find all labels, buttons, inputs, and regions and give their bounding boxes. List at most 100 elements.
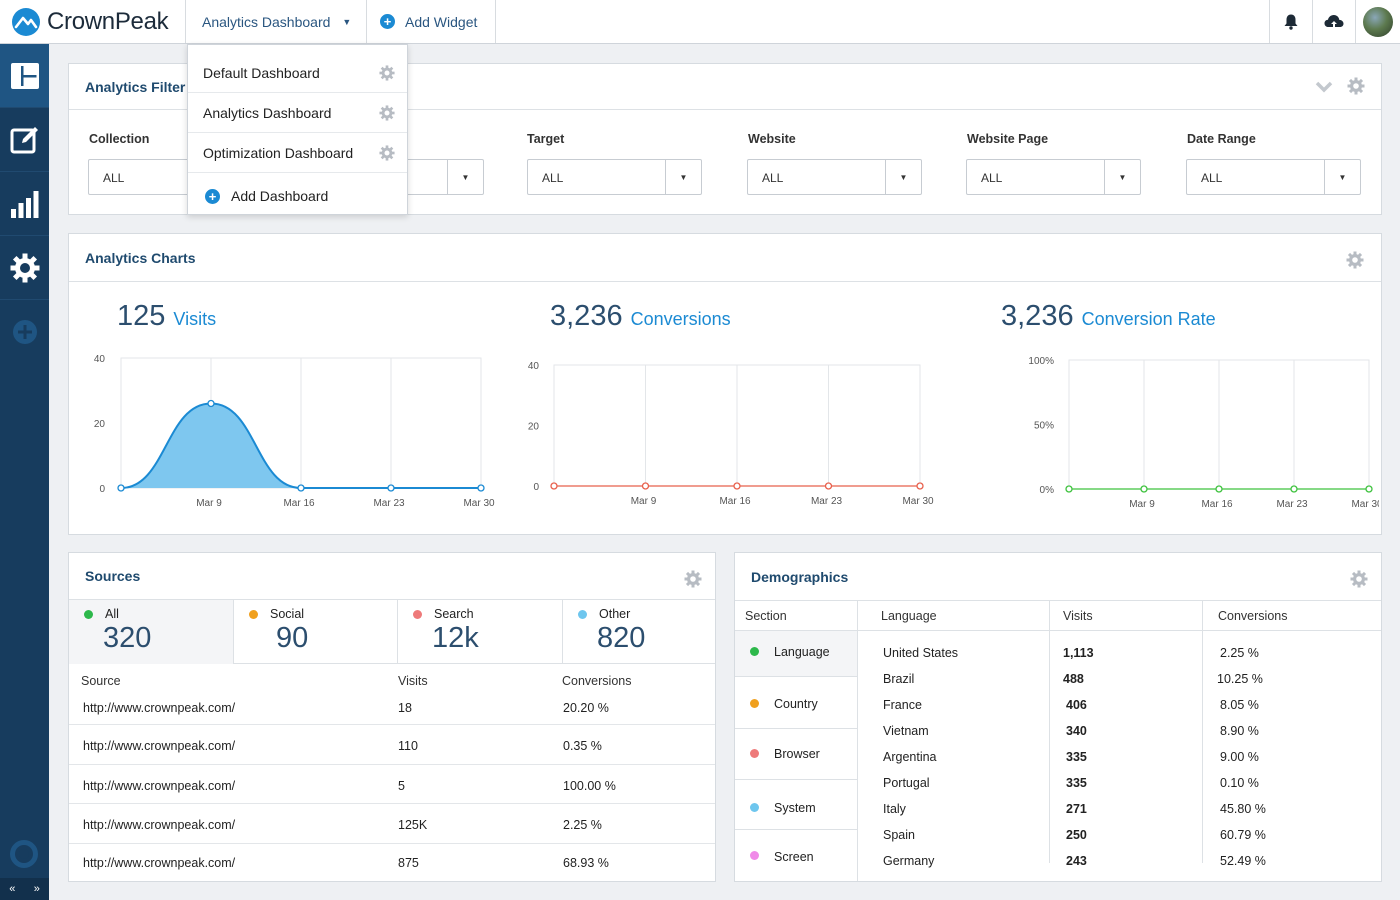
website-page-select[interactable]: ALL ▼ [966,159,1141,195]
visits-cell: 1,113 [1063,646,1094,660]
conversions-cell: 8.05 % [1220,698,1259,712]
table-row[interactable]: France 406 8.05 % [858,693,1381,719]
visits-cell: 875 [398,856,419,870]
visits-cell: 271 [1066,802,1087,816]
menu-item-default-dashboard[interactable]: Default Dashboard [188,53,407,93]
user-avatar-button[interactable] [1355,0,1400,43]
sidebar-item-settings[interactable] [0,236,49,300]
table-row[interactable]: http://www.crownpeak.com/ 110 0.35 % [69,725,715,765]
website-select[interactable]: ALL ▼ [747,159,922,195]
conversions-cell: 10.25 % [1217,672,1263,686]
x-tick-label: Mar 9 [1129,499,1155,510]
help-button[interactable] [10,840,38,871]
column-header-visits[interactable]: Visits [398,674,428,688]
menu-item-analytics-dashboard[interactable]: Analytics Dashboard [188,93,407,133]
date-range-select[interactable]: ALL ▼ [1186,159,1361,195]
x-tick-label: Mar 23 [1276,499,1308,510]
language-cell: Vietnam [883,724,929,738]
y-tick-label: 0% [1040,485,1055,496]
menu-item-optimization-dashboard[interactable]: Optimization Dashboard [188,133,407,173]
table-row[interactable]: http://www.crownpeak.com/ 875 68.93 % [69,844,715,881]
visits-cell: 18 [398,701,412,715]
sidebar-item-dashboard[interactable] [0,44,49,108]
table-row[interactable]: http://www.crownpeak.com/ 125K 2.25 % [69,804,715,844]
sidebar-item-edit[interactable] [0,108,49,172]
gear-icon[interactable] [1346,251,1364,269]
section-language[interactable]: Language [735,631,857,677]
caret-down-icon: ▼ [665,160,701,194]
table-row[interactable]: Vietnam 340 8.90 % [858,719,1381,745]
conversions-metric: 3,236 Conversions [550,300,731,333]
table-row[interactable]: Brazil 488 10.25 % [858,667,1381,693]
section-system[interactable]: System [735,780,857,830]
gear-icon[interactable] [1347,77,1365,95]
gear-icon[interactable] [379,65,395,81]
gear-icon[interactable] [1350,570,1368,588]
source-cell[interactable]: http://www.crownpeak.com/ [83,701,236,715]
language-cell: Germany [883,854,935,868]
sidebar-item-analytics[interactable] [0,172,49,236]
language-cell: Italy [883,802,906,816]
target-select[interactable]: ALL ▼ [527,159,702,195]
tab-search[interactable]: Search 12k [398,600,563,664]
series-area [121,403,481,488]
dashboard-selector-label: Analytics Dashboard [202,13,331,30]
add-dashboard-label: Add Dashboard [231,188,329,204]
sidebar-collapse-bar: « » [0,878,49,900]
collapse-chevron-icon[interactable] [1315,81,1333,93]
table-row[interactable]: Italy 271 45.80 % [858,797,1381,823]
y-tick-label: 20 [528,422,540,433]
add-widget-button[interactable]: + Add Widget [368,0,496,43]
conversions-cell: 68.93 % [563,856,609,870]
add-icon [12,320,37,344]
upload-button[interactable] [1312,0,1355,43]
panel-title: Sources [85,568,141,584]
column-header-conversions[interactable]: Conversions [1218,609,1288,623]
table-row[interactable]: http://www.crownpeak.com/ 18 20.20 % [69,689,715,725]
column-header-visits[interactable]: Visits [1063,609,1093,623]
collapse-left-icon[interactable]: « [9,883,16,895]
notifications-button[interactable] [1269,0,1312,43]
table-row[interactable]: Germany 243 52.49 % [858,849,1381,875]
bell-icon [1284,14,1298,30]
brand-logo[interactable]: CrownPeak [0,0,186,43]
column-header-language[interactable]: Language [881,609,937,623]
status-dot [750,647,759,656]
table-row[interactable]: Argentina 335 9.00 % [858,745,1381,771]
y-tick-label: 40 [94,354,106,365]
gear-icon[interactable] [379,105,395,121]
section-country[interactable]: Country [735,677,857,729]
source-cell[interactable]: http://www.crownpeak.com/ [83,779,236,793]
data-point [117,484,125,492]
tab-label: Other [599,607,631,621]
dashboard-selector[interactable]: Analytics Dashboard ▼ [187,0,367,43]
tab-all[interactable]: All 320 [69,600,234,664]
add-widget-label: Add Widget [405,13,478,30]
table-row[interactable]: Portugal 335 0.10 % [858,771,1381,797]
gear-icon[interactable] [379,145,395,161]
caret-down-icon: ▼ [1104,160,1140,194]
expand-right-icon[interactable]: » [33,883,40,895]
table-row[interactable]: Spain 250 60.79 % [858,823,1381,849]
sidebar-item-add[interactable] [0,300,49,364]
table-row[interactable]: United States 1,113 2.25 % [858,641,1381,667]
metric-label: Visits [173,309,217,329]
table-row[interactable]: http://www.crownpeak.com/ 5 100.00 % [69,765,715,804]
column-header-conversions[interactable]: Conversions [562,674,632,688]
conversions-cell: 0.10 % [1220,776,1259,790]
section-browser[interactable]: Browser [735,729,857,780]
cloud-upload-icon [1324,14,1344,30]
gear-icon[interactable] [684,570,702,588]
visits-cell: 243 [1066,854,1087,868]
tab-label: Social [270,607,305,621]
source-cell[interactable]: http://www.crownpeak.com/ [83,856,236,870]
language-cell: Spain [883,828,915,842]
source-cell[interactable]: http://www.crownpeak.com/ [83,739,236,753]
source-cell[interactable]: http://www.crownpeak.com/ [83,818,236,832]
y-tick-label: 40 [528,361,540,372]
tab-other[interactable]: Other 820 [563,600,715,664]
column-header-source[interactable]: Source [81,674,121,688]
section-screen[interactable]: Screen [735,830,857,881]
add-dashboard-button[interactable]: + Add Dashboard [188,177,407,215]
tab-social[interactable]: Social 90 [234,600,398,664]
